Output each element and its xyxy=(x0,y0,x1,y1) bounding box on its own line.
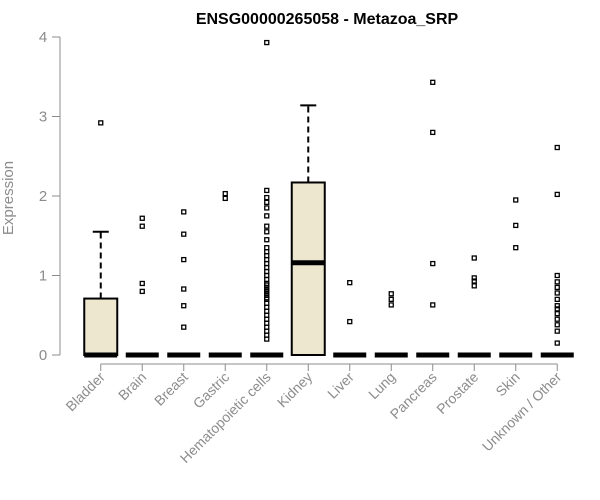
outlier-point xyxy=(264,39,270,46)
outlier-point xyxy=(554,290,560,296)
outlier-point xyxy=(347,280,353,286)
x-tick-label: Bladder xyxy=(62,369,108,415)
outlier-point xyxy=(513,245,519,251)
y-tick-label: 1 xyxy=(39,268,47,285)
box-iqr xyxy=(290,181,326,356)
outlier-point xyxy=(264,223,270,229)
y-axis: 0 1 2 3 4 xyxy=(39,29,61,364)
x-tick-label: Liver xyxy=(324,369,357,402)
outlier-point xyxy=(139,280,145,287)
outlier-point xyxy=(430,260,436,267)
outlier-point xyxy=(554,144,560,151)
box-hematopoietic-cells xyxy=(250,39,284,358)
x-tick-label: Lung xyxy=(365,369,398,402)
chart-title: ENSG00000265058 - Metazoa_SRP xyxy=(196,11,459,28)
box-breast xyxy=(167,209,201,358)
x-tick-label: Brain xyxy=(115,369,149,403)
box-pancreas xyxy=(416,79,450,358)
outlier-point xyxy=(181,231,187,237)
outlier-point xyxy=(554,311,560,317)
outlier-point xyxy=(554,322,560,328)
outlier-point xyxy=(471,275,477,281)
box-gastric xyxy=(208,190,242,358)
outlier-point xyxy=(554,340,560,346)
outlier-point xyxy=(471,255,477,261)
outlier-point xyxy=(139,223,145,229)
outlier-point xyxy=(181,286,187,292)
outlier-point xyxy=(139,215,145,221)
box-iqr xyxy=(83,297,119,356)
outlier-point xyxy=(554,316,560,322)
x-tick-label: Skin xyxy=(492,369,523,400)
y-tick-label: 3 xyxy=(39,109,47,126)
outlier-point xyxy=(554,296,560,303)
outlier-point xyxy=(264,213,270,219)
outlier-point xyxy=(388,291,394,297)
outlier-point xyxy=(181,324,187,330)
outlier-point xyxy=(222,195,228,202)
box-prostate xyxy=(457,255,491,358)
outlier-point xyxy=(181,209,187,215)
outlier-point xyxy=(264,187,270,194)
y-tick-label: 0 xyxy=(39,347,47,364)
outlier-point xyxy=(554,284,560,291)
outlier-point xyxy=(513,222,519,229)
outlier-point xyxy=(347,318,353,325)
outlier-point xyxy=(554,279,560,285)
box-liver xyxy=(333,280,367,358)
outlier-point xyxy=(98,120,104,126)
box-lung xyxy=(374,291,408,358)
outlier-point xyxy=(471,278,477,284)
outlier-point xyxy=(554,272,560,279)
outlier-point xyxy=(430,302,436,308)
box-bladder xyxy=(83,120,119,358)
outlier-point xyxy=(388,302,394,308)
outlier-point xyxy=(554,328,560,334)
outlier-point xyxy=(181,256,187,263)
outlier-point xyxy=(471,283,477,289)
outlier-point xyxy=(430,129,436,136)
x-tick-label: Prostate xyxy=(433,369,481,417)
outlier-point xyxy=(264,205,270,211)
x-tick-label: Unknown / Other xyxy=(479,369,565,455)
box-skin xyxy=(499,197,533,358)
y-tick-label: 4 xyxy=(39,29,47,46)
outlier-point xyxy=(264,229,270,235)
outlier-point xyxy=(222,190,228,197)
y-tick-label: 2 xyxy=(39,188,47,205)
box-kidney xyxy=(290,104,326,356)
outlier-point xyxy=(388,296,394,303)
outlier-point xyxy=(181,303,187,309)
x-tick-label: Breast xyxy=(151,369,191,409)
outlier-point xyxy=(513,197,519,203)
outlier-point xyxy=(554,303,560,309)
outlier-point xyxy=(264,194,270,201)
outlier-point xyxy=(430,79,436,85)
outlier-point xyxy=(139,288,145,295)
outlier-point xyxy=(554,191,560,198)
boxes xyxy=(83,39,574,358)
y-axis-label: Expression xyxy=(0,161,17,235)
box-unknown-other xyxy=(540,144,574,358)
x-tick-label: Kidney xyxy=(274,369,316,411)
outlier-point xyxy=(264,199,270,206)
outlier-point xyxy=(554,306,560,312)
outlier-point xyxy=(264,245,270,251)
outlier-point xyxy=(264,237,270,243)
box-brain xyxy=(125,215,159,358)
